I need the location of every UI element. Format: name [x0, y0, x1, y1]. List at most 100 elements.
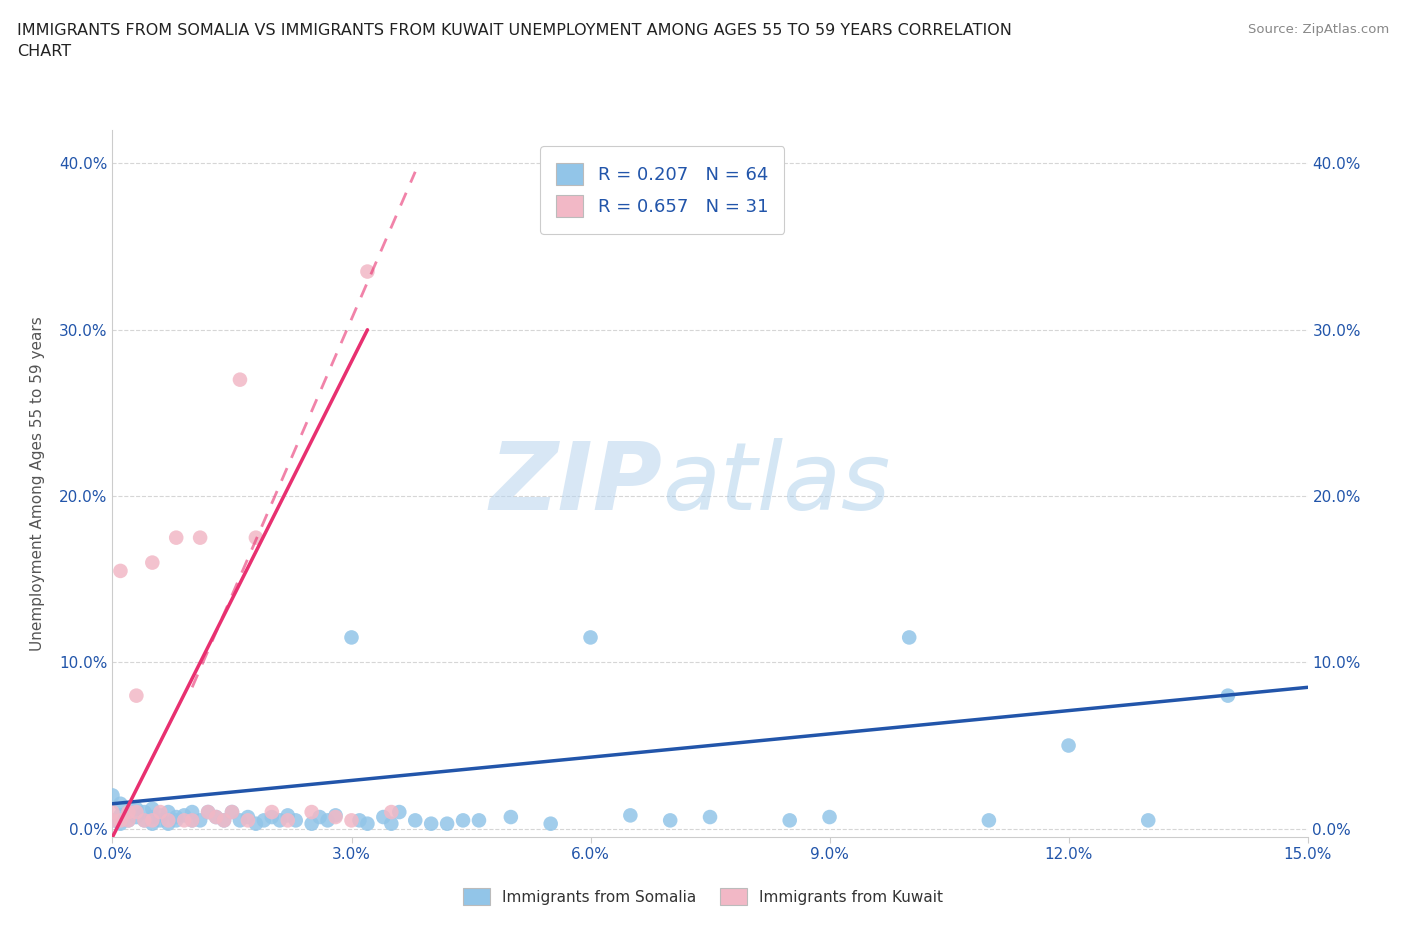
Point: [388, 804, 411, 819]
Point: [110, 817, 132, 831]
Point: [260, 804, 283, 819]
Point: [340, 813, 363, 828]
Text: atlas: atlas: [662, 438, 890, 529]
Point: [157, 804, 180, 819]
Point: [245, 530, 267, 545]
Point: [101, 813, 124, 828]
Point: [110, 808, 132, 823]
Point: [141, 817, 163, 831]
Point: [181, 804, 204, 819]
Point: [420, 817, 443, 831]
Point: [197, 804, 219, 819]
Point: [125, 804, 148, 819]
Point: [301, 804, 323, 819]
Point: [110, 796, 132, 811]
Point: [253, 813, 276, 828]
Point: [205, 810, 228, 825]
Point: [229, 813, 252, 828]
Point: [277, 808, 299, 823]
Point: [579, 630, 602, 644]
Point: [340, 630, 363, 644]
Point: [349, 813, 371, 828]
Point: [356, 817, 378, 831]
Point: [141, 813, 163, 828]
Point: [165, 813, 187, 828]
Point: [101, 804, 124, 819]
Point: [404, 813, 426, 828]
Point: [1057, 738, 1080, 753]
Point: [117, 804, 139, 819]
Point: [141, 555, 163, 570]
Point: [173, 808, 195, 823]
Text: ZIP: ZIP: [489, 438, 662, 529]
Point: [451, 813, 474, 828]
Point: [977, 813, 1000, 828]
Y-axis label: Unemployment Among Ages 55 to 59 years: Unemployment Among Ages 55 to 59 years: [31, 316, 45, 651]
Point: [117, 804, 139, 819]
Point: [380, 817, 402, 831]
Point: [619, 808, 641, 823]
Point: [181, 813, 204, 828]
Point: [149, 808, 172, 823]
Point: [898, 630, 921, 644]
Point: [245, 817, 267, 831]
Point: [1216, 688, 1239, 703]
Point: [436, 817, 458, 831]
Legend: R = 0.207   N = 64, R = 0.657   N = 31: R = 0.207 N = 64, R = 0.657 N = 31: [540, 146, 785, 233]
Point: [188, 813, 211, 828]
Point: [818, 810, 841, 825]
Point: [236, 810, 259, 825]
Point: [165, 810, 187, 825]
Point: [325, 810, 347, 825]
Point: [1137, 813, 1160, 828]
Point: [117, 813, 139, 828]
Point: [308, 810, 330, 825]
Point: [205, 810, 228, 825]
Point: [221, 804, 243, 819]
Point: [499, 810, 522, 825]
Point: [659, 813, 682, 828]
Text: IMMIGRANTS FROM SOMALIA VS IMMIGRANTS FROM KUWAIT UNEMPLOYMENT AMONG AGES 55 TO : IMMIGRANTS FROM SOMALIA VS IMMIGRANTS FR…: [17, 23, 1012, 60]
Point: [134, 813, 156, 828]
Point: [229, 372, 252, 387]
Point: [141, 810, 163, 825]
Point: [373, 810, 395, 825]
Point: [468, 813, 491, 828]
Point: [101, 788, 124, 803]
Point: [134, 804, 156, 819]
Point: [197, 804, 219, 819]
Point: [269, 813, 291, 828]
Point: [141, 802, 163, 817]
Point: [221, 804, 243, 819]
Point: [149, 804, 172, 819]
Point: [101, 813, 124, 828]
Point: [316, 813, 339, 828]
Point: [779, 813, 801, 828]
Point: [157, 813, 180, 828]
Point: [110, 564, 132, 578]
Point: [157, 817, 180, 831]
Point: [301, 817, 323, 831]
Point: [212, 813, 235, 828]
Point: [134, 813, 156, 828]
Point: [540, 817, 562, 831]
Text: Source: ZipAtlas.com: Source: ZipAtlas.com: [1249, 23, 1389, 36]
Point: [325, 808, 347, 823]
Point: [356, 264, 378, 279]
Point: [181, 813, 204, 828]
Point: [125, 810, 148, 825]
Point: [125, 688, 148, 703]
Point: [149, 813, 172, 828]
Point: [165, 530, 187, 545]
Point: [117, 813, 139, 828]
Point: [236, 813, 259, 828]
Point: [173, 813, 195, 828]
Point: [277, 813, 299, 828]
Point: [125, 802, 148, 817]
Point: [260, 810, 283, 825]
Point: [212, 813, 235, 828]
Point: [188, 530, 211, 545]
Point: [110, 813, 132, 828]
Point: [284, 813, 307, 828]
Legend: Immigrants from Somalia, Immigrants from Kuwait: Immigrants from Somalia, Immigrants from…: [450, 876, 956, 918]
